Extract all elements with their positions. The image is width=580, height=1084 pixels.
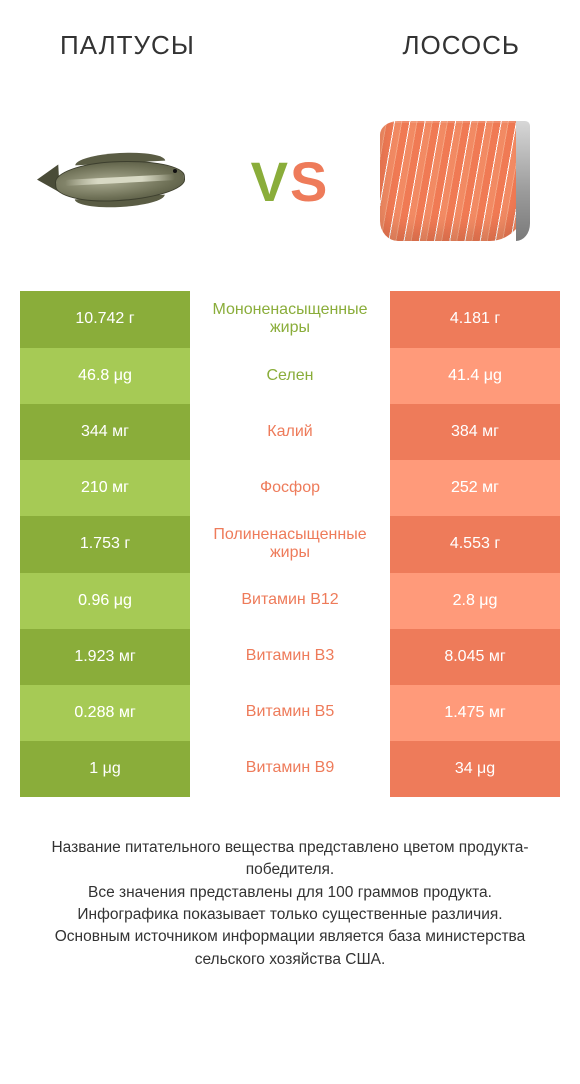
footer-line: Название питательного вещества представл…	[28, 837, 552, 882]
nutrient-name: Витамин B3	[190, 629, 390, 685]
salmon-icon	[380, 121, 530, 241]
nutrient-name: Калий	[190, 404, 390, 460]
nutrient-name: Витамин B12	[190, 573, 390, 629]
left-value: 46.8 μg	[20, 348, 190, 404]
left-value: 1.923 мг	[20, 629, 190, 685]
footer-line: Основным источником информации является …	[28, 926, 552, 971]
table-row: 46.8 μgСелен41.4 μg	[20, 348, 560, 404]
right-value: 384 мг	[390, 404, 560, 460]
right-value: 2.8 μg	[390, 573, 560, 629]
table-row: 210 мгФосфор252 мг	[20, 460, 560, 516]
left-value: 1.753 г	[20, 516, 190, 573]
right-value: 34 μg	[390, 741, 560, 797]
left-value: 0.96 μg	[20, 573, 190, 629]
nutrient-name: Мононенасыщенные жиры	[190, 291, 390, 348]
footer-line: Все значения представлены для 100 граммо…	[28, 882, 552, 904]
right-product-title: ЛОСОСЬ	[402, 30, 520, 61]
nutrient-name: Витамин B5	[190, 685, 390, 741]
footer-notes: Название питательного вещества представл…	[0, 797, 580, 972]
vs-label: VS	[251, 149, 330, 214]
vs-s: S	[290, 150, 329, 213]
right-value: 4.553 г	[390, 516, 560, 573]
left-value: 10.742 г	[20, 291, 190, 348]
nutrient-name: Фосфор	[190, 460, 390, 516]
table-row: 344 мгКалий384 мг	[20, 404, 560, 460]
table-row: 0.288 мгВитамин B51.475 мг	[20, 685, 560, 741]
table-row: 1.753 гПолиненасыщенные жиры4.553 г	[20, 516, 560, 573]
left-value: 344 мг	[20, 404, 190, 460]
right-value: 8.045 мг	[390, 629, 560, 685]
nutrient-name: Селен	[190, 348, 390, 404]
table-row: 1.923 мгВитамин B38.045 мг	[20, 629, 560, 685]
nutrient-name: Полиненасыщенные жиры	[190, 516, 390, 573]
comparison-table: 10.742 гМононенасыщенные жиры4.181 г46.8…	[0, 291, 580, 797]
images-row: VS	[0, 71, 580, 291]
right-value: 252 мг	[390, 460, 560, 516]
left-value: 210 мг	[20, 460, 190, 516]
left-value: 0.288 мг	[20, 685, 190, 741]
vs-v: V	[251, 150, 290, 213]
right-value: 1.475 мг	[390, 685, 560, 741]
nutrient-name: Витамин B9	[190, 741, 390, 797]
table-row: 1 μgВитамин B934 μg	[20, 741, 560, 797]
footer-line: Инфографика показывает только существенн…	[28, 904, 552, 926]
table-row: 0.96 μgВитамин B122.8 μg	[20, 573, 560, 629]
halibut-icon	[45, 151, 205, 211]
right-product-image	[370, 111, 540, 251]
left-product-title: ПАЛТУСЫ	[60, 30, 195, 61]
header: ПАЛТУСЫ ЛОСОСЬ	[0, 0, 580, 71]
right-value: 41.4 μg	[390, 348, 560, 404]
left-value: 1 μg	[20, 741, 190, 797]
right-value: 4.181 г	[390, 291, 560, 348]
table-row: 10.742 гМононенасыщенные жиры4.181 г	[20, 291, 560, 348]
left-product-image	[40, 111, 210, 251]
